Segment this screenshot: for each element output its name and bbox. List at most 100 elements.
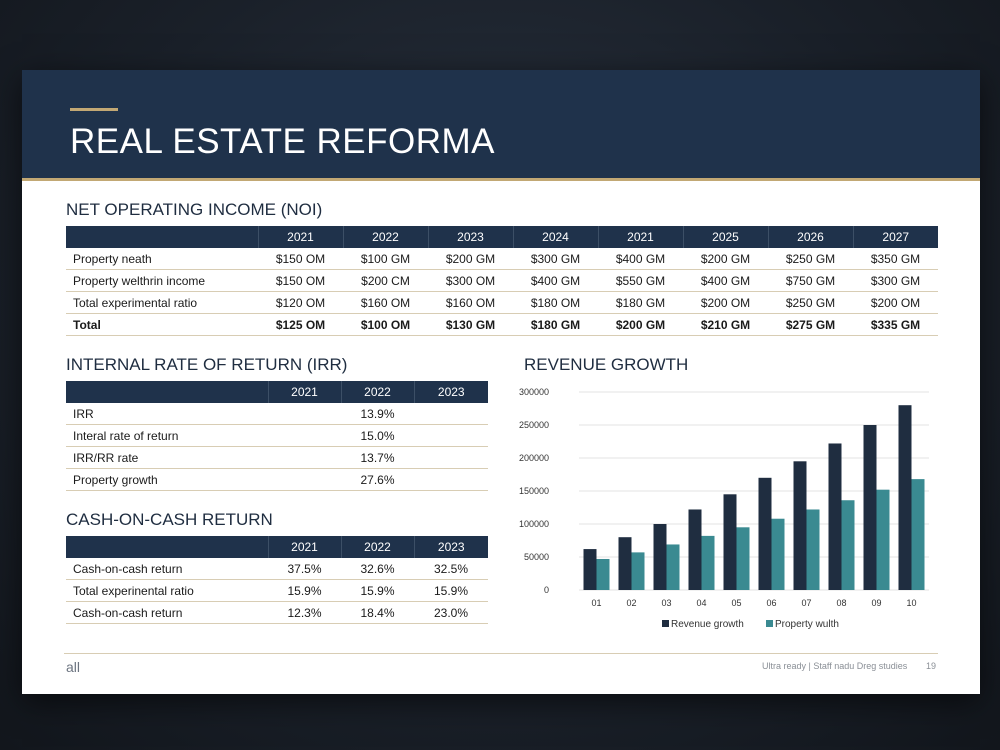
irr-row: IRR 13.9% <box>66 403 488 425</box>
noi-cell: $300 GM <box>853 269 938 292</box>
noi-cell: $550 GM <box>598 269 683 292</box>
x-tick-label: 04 <box>696 598 706 608</box>
irr-row-label: IRR <box>66 403 268 425</box>
y-tick-label: 200000 <box>519 453 549 463</box>
legend-label: Property wulth <box>775 619 839 630</box>
irr-cell <box>268 403 341 425</box>
x-tick-label: 10 <box>906 598 916 608</box>
irr-row-label: Property growth <box>66 468 268 491</box>
noi-cell: $250 GM <box>768 291 853 314</box>
coc-header-cell: 2022 <box>341 536 415 558</box>
y-tick-label: 0 <box>544 585 549 595</box>
noi-row: Total experimental ratio $120 OM $160 OM $1… <box>66 291 938 314</box>
coc-cell: 18.4% <box>341 601 414 624</box>
noi-cell: $100 OM <box>343 313 428 336</box>
coc-cell: 23.0% <box>414 601 488 624</box>
noi-cell: $400 GM <box>598 248 683 270</box>
noi-cell: $200 GM <box>428 248 513 270</box>
x-tick-label: 01 <box>591 598 601 608</box>
noi-header-cell: 2023 <box>428 226 514 248</box>
y-tick-label: 250000 <box>519 420 549 430</box>
coc-cell: 15.9% <box>268 579 341 602</box>
irr-cell <box>414 424 488 447</box>
irr-cell <box>414 446 488 469</box>
coc-cell: 15.9% <box>414 579 488 602</box>
noi-cell: $275 GM <box>768 313 853 336</box>
coc-table: 2021 2022 2023 Cash-on-cash return 37.5% 32.… <box>66 536 488 624</box>
irr-row-label: Interal rate of return <box>66 424 268 447</box>
slide-header: REAL ESTATE REFORMA <box>22 70 980 181</box>
legend-swatch <box>662 620 669 627</box>
noi-row: Property welthrin income $150 OM $200 CM $3… <box>66 269 938 292</box>
noi-cell: $180 GM <box>513 313 598 336</box>
irr-header-cell: 2021 <box>268 381 342 403</box>
chart-title: REVENUE GROWTH <box>524 355 689 374</box>
noi-cell: $400 GM <box>683 269 768 292</box>
bar-revenue-growth <box>758 477 772 590</box>
y-tick-label: 300000 <box>519 387 549 397</box>
noi-cell: $210 GM <box>683 313 768 336</box>
bar-property-wulth <box>806 509 820 590</box>
irr-cell: 13.9% <box>341 403 414 425</box>
noi-row: Property neath $150 OM $100 GM $200 GM $300 … <box>66 248 938 270</box>
bar-revenue-growth <box>653 524 667 590</box>
coc-row: Cash-on-cash return 12.3% 18.4% 23.0% <box>66 601 488 624</box>
noi-cell: $200 OM <box>683 291 768 314</box>
irr-row: IRR/RR rate 13.7% <box>66 446 488 469</box>
bar-property-wulth <box>596 558 610 590</box>
page-number: 19 <box>926 661 937 671</box>
irr-header-cell <box>66 381 269 403</box>
irr-row-label: IRR/RR rate <box>66 446 268 469</box>
x-tick-label: 07 <box>801 598 811 608</box>
noi-cell: $350 GM <box>853 248 938 270</box>
noi-cell: $200 GM <box>598 313 683 336</box>
noi-cell: $250 GM <box>768 248 853 270</box>
irr-cell <box>414 403 488 425</box>
irr-cell <box>268 468 341 491</box>
noi-cell: $750 GM <box>768 269 853 292</box>
noi-header-cell: 2026 <box>768 226 854 248</box>
title-accent-line <box>70 108 118 111</box>
noi-cell: $200 CM <box>343 269 428 292</box>
irr-header-cell: 2023 <box>414 381 488 403</box>
x-tick-label: 06 <box>766 598 776 608</box>
noi-cell: $200 GM <box>683 248 768 270</box>
noi-cell: $300 OM <box>428 269 513 292</box>
noi-section-title: NET OPERATING INCOME (NOI) <box>66 200 323 219</box>
revenue-growth-chart: 0 50000 100000 150000 200000 250000 300000 01 02… <box>519 387 929 630</box>
noi-header-cell: 2022 <box>343 226 429 248</box>
x-tick-label: 08 <box>836 598 846 608</box>
footer-right-text: Ultra ready | Staff nadu Dreg studies <box>762 661 908 671</box>
x-tick-label: 02 <box>626 598 636 608</box>
irr-cell: 27.6% <box>341 468 414 491</box>
coc-header-cell: 2021 <box>268 536 342 558</box>
bar-revenue-growth <box>863 425 877 590</box>
noi-row-label: Property welthrin income <box>66 269 258 292</box>
irr-table: 2021 2022 2023 IRR 13.9% Interal rate of ret… <box>66 381 488 491</box>
bar-revenue-growth <box>898 405 912 590</box>
noi-row: Total $125 OM $100 OM $130 GM $180 GM $200 GM… <box>66 313 938 336</box>
noi-table: 2021 2022 2023 2024 2021 2025 2026 2027 Propert… <box>66 226 938 336</box>
coc-row: Cash-on-cash return 37.5% 32.6% 32.5% <box>66 558 488 580</box>
irr-cell <box>268 424 341 447</box>
noi-cell: $130 GM <box>428 313 513 336</box>
noi-header-cell: 2025 <box>683 226 769 248</box>
coc-cell: 32.6% <box>341 558 414 580</box>
irr-section-title: INTERNAL RATE OF RETURN (IRR) <box>66 355 348 374</box>
y-tick-label: 150000 <box>519 486 549 496</box>
coc-row-label: Cash-on-cash return <box>66 601 268 624</box>
slide: REAL ESTATE REFORMA NET OPERATING INCOME… <box>22 70 980 694</box>
noi-header-cell: 2027 <box>853 226 938 248</box>
noi-header-cell: 2021 <box>598 226 684 248</box>
noi-cell: $160 OM <box>428 291 513 314</box>
noi-cell: $200 OM <box>853 291 938 314</box>
coc-cell: 32.5% <box>414 558 488 580</box>
irr-cell <box>268 446 341 469</box>
noi-header-cell: 2024 <box>513 226 599 248</box>
bar-property-wulth <box>841 500 855 590</box>
noi-cell: $150 OM <box>258 269 343 292</box>
coc-header-cell <box>66 536 269 558</box>
coc-cell: 15.9% <box>341 579 414 602</box>
footer-divider <box>64 653 938 654</box>
coc-cell: 12.3% <box>268 601 341 624</box>
